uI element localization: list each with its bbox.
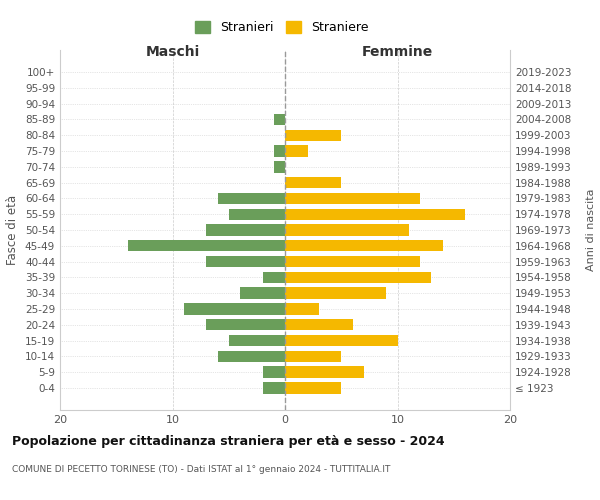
Bar [285,177,341,188]
Bar [285,272,431,283]
Bar [184,304,285,314]
Bar [263,366,285,378]
Bar [285,319,353,330]
Bar [285,304,319,314]
Bar [285,224,409,235]
Text: Maschi: Maschi [145,46,200,60]
Bar [285,366,364,378]
Bar [285,256,420,268]
Bar [285,288,386,299]
Bar [285,335,398,346]
Y-axis label: Anni di nascita: Anni di nascita [586,188,595,271]
Bar [263,272,285,283]
Bar [128,240,285,252]
Bar [218,350,285,362]
Bar [274,161,285,172]
Text: Popolazione per cittadinanza straniera per età e sesso - 2024: Popolazione per cittadinanza straniera p… [12,435,445,448]
Bar [229,208,285,220]
Bar [229,335,285,346]
Bar [285,192,420,204]
Bar [285,130,341,141]
Bar [285,350,341,362]
Bar [285,146,308,156]
Bar [206,256,285,268]
Text: Femmine: Femmine [362,46,433,60]
Y-axis label: Fasce di età: Fasce di età [7,195,19,265]
Text: COMUNE DI PECETTO TORINESE (TO) - Dati ISTAT al 1° gennaio 2024 - TUTTITALIA.IT: COMUNE DI PECETTO TORINESE (TO) - Dati I… [12,465,391,474]
Bar [218,192,285,204]
Bar [263,382,285,394]
Bar [285,382,341,394]
Bar [206,224,285,235]
Bar [274,114,285,125]
Bar [206,319,285,330]
Bar [285,240,443,252]
Bar [240,288,285,299]
Bar [285,208,465,220]
Legend: Stranieri, Straniere: Stranieri, Straniere [195,21,369,34]
Bar [274,146,285,156]
